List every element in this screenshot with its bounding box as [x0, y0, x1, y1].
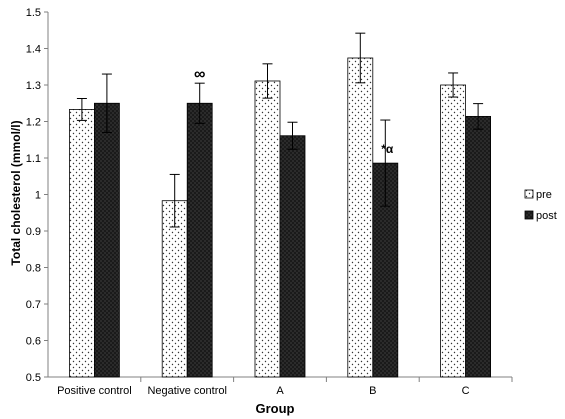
y-tick-label: 1.4	[26, 44, 41, 56]
x-tick-label: A	[276, 385, 284, 397]
bar-post	[279, 135, 306, 378]
legend-label-post: post	[536, 210, 557, 222]
y-tick-label: 0.6	[26, 336, 41, 348]
bar-pre	[69, 109, 95, 378]
bar-post	[186, 102, 213, 378]
x-axis-label: Group	[256, 401, 295, 416]
bar-pre	[254, 80, 281, 378]
x-tick-label: B	[369, 385, 376, 397]
legend-swatch-post	[524, 210, 534, 220]
y-axis-label: Total cholesterol (mmol/l)	[9, 120, 23, 265]
y-tick-label: 0.5	[26, 372, 41, 384]
y-tick-label: 1.5	[26, 7, 41, 19]
bar-pre	[347, 57, 374, 378]
x-tick-label: Positive control	[57, 385, 132, 397]
y-tick-label: 0.7	[26, 299, 41, 311]
bar-post	[465, 115, 492, 378]
x-tick-label: C	[462, 385, 470, 397]
y-tick-label: 0.9	[26, 226, 41, 238]
x-tick-label: Negative control	[147, 385, 227, 397]
y-tick-label: 1.3	[26, 80, 41, 92]
y-tick-label: 1	[35, 190, 41, 202]
legend-label-pre: pre	[536, 189, 552, 201]
y-tick-label: 1.2	[26, 117, 41, 129]
annotation-significance: *α	[381, 142, 394, 156]
y-tick-label: 1.1	[26, 153, 41, 165]
annotation-infinity: ∞	[194, 66, 205, 83]
y-tick-label: 0.8	[26, 263, 41, 275]
bar-pre	[440, 84, 467, 378]
legend-swatch-pre	[524, 189, 534, 199]
bar-post	[94, 102, 120, 378]
